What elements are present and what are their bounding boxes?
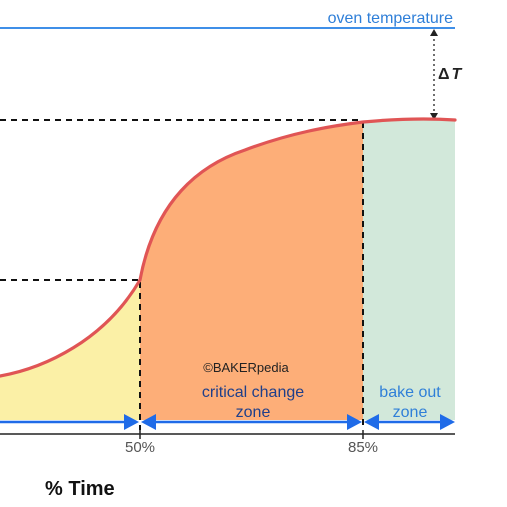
bake-out-zone-label-line1: bake out (379, 384, 441, 401)
bake-out-zone-label-line2: zone (393, 404, 428, 421)
zone-arrows (0, 414, 455, 430)
arrowhead-bake-left (364, 414, 379, 430)
arrowhead-critical-right (347, 414, 362, 430)
oven-temperature-label: oven temperature (328, 10, 454, 27)
axis-title: % Time (45, 478, 115, 500)
arrowhead-critical-left (141, 414, 156, 430)
zone-critical-fill (140, 122, 363, 420)
temperature-curve (0, 117, 457, 378)
critical-zone-label-line1: critical change (202, 384, 304, 401)
arrowhead-yellow-right (124, 414, 139, 430)
delta-t-arrowhead-bottom (430, 113, 438, 120)
tick-label-85: 85% (348, 439, 378, 456)
copyright-label: ©BAKERpedia (203, 360, 289, 375)
zone-bake-out-fill (363, 118, 455, 421)
arrowhead-bake-right (440, 414, 455, 430)
critical-zone-label-line2: zone (236, 404, 271, 421)
delta-t-arrowhead-top (430, 29, 438, 36)
tick-label-50: 50% (125, 439, 155, 456)
